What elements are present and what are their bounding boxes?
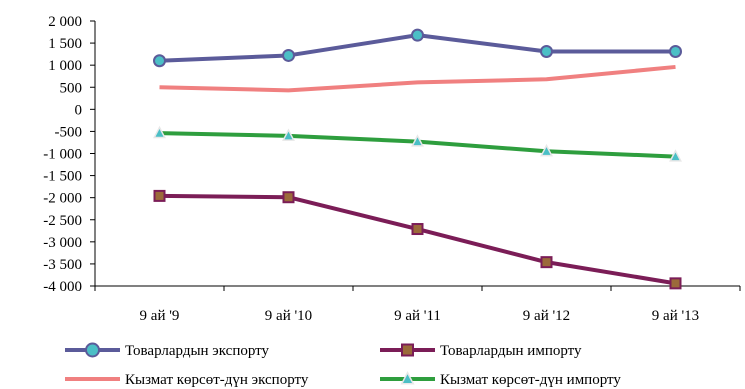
y-axis: 2 000 1 500 1 000 500 0 -500 -1 000 -1 500 -2 00… <box>43 14 96 295</box>
legend-label: Кызмат көрсөт-дүн экспорту <box>125 372 309 388</box>
series-point-marker <box>153 125 166 139</box>
series-line <box>159 193 676 286</box>
series-point-marker <box>411 134 424 147</box>
series-3 <box>159 64 676 93</box>
y-tick-label: -3 500 <box>43 257 82 273</box>
series-point-marker <box>669 44 682 58</box>
series-point-marker <box>282 128 295 141</box>
y-tick-label: 2 000 <box>48 14 82 30</box>
series-point-marker <box>411 223 424 236</box>
y-tick-label: 1 500 <box>48 36 82 52</box>
legend-item: Товарлардын импорту <box>380 343 582 359</box>
x-tick-label: 9 ай '10 <box>265 308 312 324</box>
legend-label: Товарлардын импорту <box>440 343 582 359</box>
x-tick-label: 9 ай '13 <box>652 308 699 324</box>
series-point-marker <box>401 343 414 357</box>
series-point-marker <box>540 143 553 157</box>
legend-item: Кызмат көрсөт-дүн импорту <box>380 371 621 388</box>
series-point-marker <box>282 48 295 62</box>
legend-label: Товарлардын экспорту <box>125 343 270 359</box>
series-point-marker <box>669 277 682 290</box>
series-2 <box>153 189 682 290</box>
y-tick-label: -2 500 <box>43 213 82 229</box>
y-tick-label: -4 000 <box>43 279 82 295</box>
series-point-marker <box>153 189 166 202</box>
legend-item: Товарлардын экспорту <box>65 342 270 359</box>
series-group <box>153 28 682 290</box>
y-tick-label: 1 000 <box>48 58 82 74</box>
x-tick-label: 9 ай '9 <box>140 308 180 324</box>
y-tick-label: 500 <box>60 80 83 96</box>
series-point-marker <box>540 44 553 58</box>
x-tick-label: 9 ай '11 <box>394 308 441 324</box>
x-axis: 9 ай '9 9 ай '10 9 ай '11 9 ай '12 9 ай '13 <box>94 285 741 324</box>
series-point-marker <box>669 149 682 162</box>
series-point-marker <box>85 342 100 358</box>
x-tick-label: 9 ай '12 <box>523 308 570 324</box>
series-point-marker <box>282 191 295 204</box>
legend-item: Кызмат көрсөт-дүн экспорту <box>65 372 309 388</box>
series-point-marker <box>411 28 424 42</box>
series-point-marker <box>400 371 415 385</box>
series-point-marker <box>153 54 166 68</box>
y-tick-label: -2 000 <box>43 191 82 207</box>
y-tick-label: -3 000 <box>43 235 82 251</box>
y-tick-label: -500 <box>55 124 83 140</box>
legend-label: Кызмат көрсөт-дүн импорту <box>440 372 621 388</box>
legend: Товарлардын экспорту Товарлардын импорту К… <box>65 342 621 388</box>
series-1 <box>153 28 682 68</box>
y-tick-label: -1 000 <box>43 147 82 163</box>
series-4 <box>153 125 682 162</box>
series-line <box>159 64 676 93</box>
series-point-marker <box>540 256 553 269</box>
y-tick-label: -1 500 <box>43 169 82 185</box>
y-tick-label: 0 <box>75 102 83 118</box>
